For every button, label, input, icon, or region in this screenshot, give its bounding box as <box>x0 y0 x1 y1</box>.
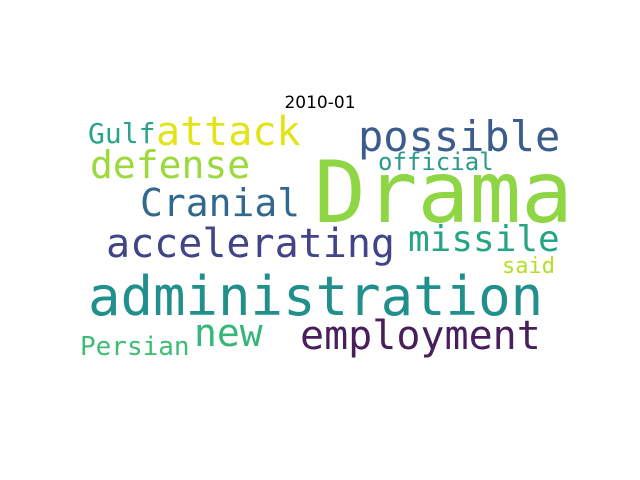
word-attack: attack <box>156 109 301 155</box>
word-cranial: Cranial <box>140 181 301 225</box>
word-cloud: Drama administration accelerating employ… <box>80 109 573 370</box>
word-gulf: Gulf <box>88 117 156 150</box>
word-said: said <box>502 254 555 279</box>
word-missile: missile <box>408 219 560 260</box>
word-possible: possible <box>358 112 561 161</box>
word-accelerating: accelerating <box>106 221 395 267</box>
word-employment: employment <box>300 313 541 359</box>
word-persian: Persian <box>80 332 190 362</box>
word-new: new <box>194 311 263 355</box>
word-defense: defense <box>90 143 251 187</box>
word-administration: administration <box>88 265 544 328</box>
figure-title: 2010-01 <box>284 93 356 113</box>
word-drama: Drama <box>314 143 573 243</box>
word-official: official <box>378 148 494 176</box>
